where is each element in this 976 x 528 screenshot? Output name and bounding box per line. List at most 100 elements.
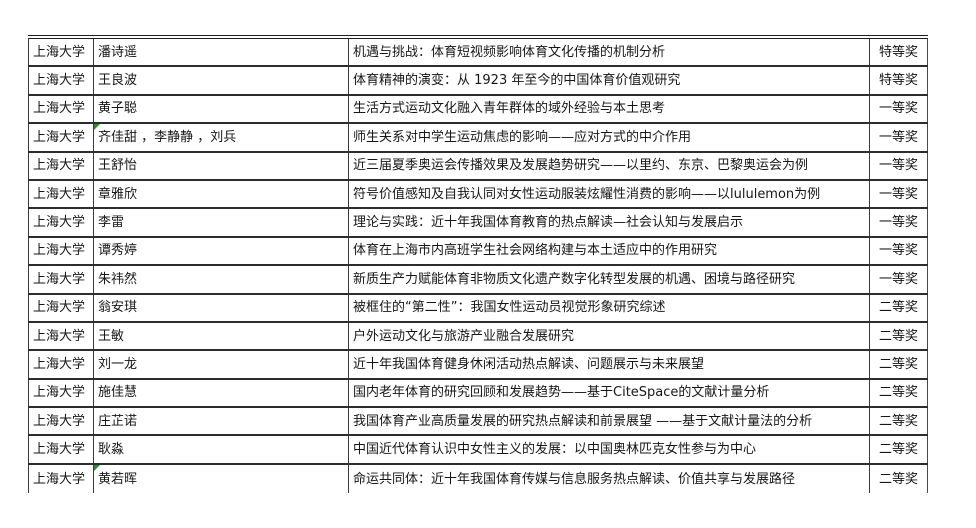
cell-paper-title-text: 生活方式运动文化融入青年群体的域外经验与本土思考 bbox=[353, 101, 666, 117]
cell-paper-title[interactable]: 近三届夏季奥运会传播效果及发展趋势研究——以里约、东京、巴黎奥运会为例 bbox=[348, 152, 869, 179]
cell-award-level[interactable]: 一等奖 bbox=[869, 180, 928, 208]
cell-award-level[interactable]: 二等奖 bbox=[869, 464, 928, 494]
cell-university[interactable]: 上海大学 bbox=[28, 237, 93, 265]
cell-award-level-text: 二等奖 bbox=[878, 385, 918, 401]
cell-authors[interactable]: 谭秀婷 bbox=[93, 237, 348, 265]
cell-authors[interactable]: 刘一龙 bbox=[93, 351, 348, 378]
cell-university-text: 上海大学 bbox=[33, 328, 86, 344]
cell-award-level[interactable]: 二等奖 bbox=[869, 408, 928, 435]
cell-authors[interactable]: 庄芷诺 bbox=[93, 408, 348, 435]
cell-paper-title[interactable]: 国内老年体育的研究回顾和发展趋势——基于CiteSpace的文献计量分析 bbox=[348, 379, 869, 407]
cell-paper-title[interactable]: 近十年我国体育健身休闲活动热点解读、问题展示与未来展望 bbox=[348, 351, 869, 378]
cell-paper-title-text: 师生关系对中学生运动焦虑的影响——应对方式的中介作用 bbox=[353, 129, 692, 145]
cell-university-text: 上海大学 bbox=[33, 385, 86, 401]
cell-award-level[interactable]: 一等奖 bbox=[869, 209, 928, 236]
cell-university-text: 上海大学 bbox=[33, 471, 86, 487]
cell-paper-title[interactable]: 中国近代体育认识中女性主义的发展：以中国奥林匹克女性参与为中心 bbox=[348, 436, 869, 463]
cell-authors[interactable]: 齐佳甜 ，李静静 ，刘兵 bbox=[93, 124, 348, 151]
cell-authors-text: 章雅欣 bbox=[98, 186, 138, 202]
cell-university-text: 上海大学 bbox=[33, 73, 86, 89]
cell-authors[interactable]: 王敏 bbox=[93, 322, 348, 350]
table-row: 上海大学 黄若晖 命运共同体：近十年我国体育传媒与信息服务热点解读、价值共享与发展路… bbox=[28, 464, 928, 494]
cell-paper-title-text: 国内老年体育的研究回顾和发展趋势——基于CiteSpace的文献计量分析 bbox=[353, 385, 770, 401]
cell-paper-title[interactable]: 理论与实践：近十年我国体育教育的热点解读—社会认知与发展启示 bbox=[348, 209, 869, 236]
cell-award-level[interactable]: 一等奖 bbox=[869, 124, 928, 151]
cell-paper-title[interactable]: 师生关系对中学生运动焦虑的影响——应对方式的中介作用 bbox=[348, 124, 869, 151]
cell-authors-text: 黄若晖 bbox=[98, 471, 138, 487]
cell-paper-title[interactable]: 新质生产力赋能体育非物质文化遗产数字化转型发展的机遇、困境与路径研究 bbox=[348, 266, 869, 293]
cell-university[interactable]: 上海大学 bbox=[28, 464, 93, 494]
cell-paper-title[interactable]: 户外运动文化与旅游产业融合发展研究 bbox=[348, 322, 869, 350]
cell-award-level[interactable]: 一等奖 bbox=[869, 266, 928, 293]
cell-paper-title-text: 我国体育产业高质量发展的研究热点解读和前景展望 ——基于文献计量法的分析 bbox=[353, 413, 813, 429]
cell-authors-text: 施佳慧 bbox=[98, 385, 138, 401]
cell-authors[interactable]: 黄若晖 bbox=[93, 464, 348, 494]
cell-university-text: 上海大学 bbox=[33, 101, 86, 117]
cell-paper-title-text: 命运共同体：近十年我国体育传媒与信息服务热点解读、价值共享与发展路径 bbox=[353, 471, 796, 487]
cell-university[interactable]: 上海大学 bbox=[28, 379, 93, 407]
cell-paper-title[interactable]: 符号价值感知及自我认同对女性运动服装炫耀性消费的影响——以lululemon为例 bbox=[348, 180, 869, 208]
cell-award-level[interactable]: 特等奖 bbox=[869, 39, 928, 66]
table-row: 上海大学 朱祎然 新质生产力赋能体育非物质文化遗产数字化转型发展的机遇、困境与路径研… bbox=[28, 266, 928, 295]
cell-award-level-text: 二等奖 bbox=[878, 413, 918, 429]
cell-award-level[interactable]: 二等奖 bbox=[869, 294, 928, 321]
cell-university[interactable]: 上海大学 bbox=[28, 67, 93, 94]
cell-university[interactable]: 上海大学 bbox=[28, 322, 93, 350]
cell-award-level[interactable]: 二等奖 bbox=[869, 322, 928, 350]
cell-authors-text: 耿淼 bbox=[98, 442, 125, 458]
cell-award-level[interactable]: 一等奖 bbox=[869, 237, 928, 265]
cell-university[interactable]: 上海大学 bbox=[28, 436, 93, 463]
cell-award-level-text: 二等奖 bbox=[878, 442, 918, 458]
cell-paper-title-text: 中国近代体育认识中女性主义的发展：以中国奥林匹克女性参与为中心 bbox=[353, 442, 757, 458]
cell-award-level[interactable]: 一等奖 bbox=[869, 95, 928, 123]
cell-authors[interactable]: 黄子聪 bbox=[93, 95, 348, 123]
cell-paper-title-text: 近十年我国体育健身休闲活动热点解读、问题展示与未来展望 bbox=[353, 356, 705, 372]
cell-university[interactable]: 上海大学 bbox=[28, 152, 93, 179]
cell-authors[interactable]: 施佳慧 bbox=[93, 379, 348, 407]
table-row: 上海大学 齐佳甜 ，李静静 ，刘兵 师生关系对中学生运动焦虑的影响——应对方式的中介… bbox=[28, 124, 928, 153]
cell-authors-text: 庄芷诺 bbox=[98, 413, 138, 429]
cell-university-text: 上海大学 bbox=[33, 44, 86, 60]
cell-paper-title-text: 户外运动文化与旅游产业融合发展研究 bbox=[353, 328, 575, 344]
cell-university[interactable]: 上海大学 bbox=[28, 266, 93, 293]
cell-paper-title[interactable]: 体育精神的演变：从 1923 年至今的中国体育价值观研究 bbox=[348, 67, 869, 94]
cell-paper-title[interactable]: 命运共同体：近十年我国体育传媒与信息服务热点解读、价值共享与发展路径 bbox=[348, 464, 869, 494]
cell-university[interactable]: 上海大学 bbox=[28, 124, 93, 151]
table-row: 上海大学 黄子聪 生活方式运动文化融入青年群体的域外经验与本土思考 一等奖 bbox=[28, 95, 928, 125]
cell-university[interactable]: 上海大学 bbox=[28, 209, 93, 236]
cell-authors[interactable]: 朱祎然 bbox=[93, 266, 348, 293]
cell-authors-text: 朱祎然 bbox=[98, 271, 138, 287]
cell-university[interactable]: 上海大学 bbox=[28, 39, 93, 66]
cell-award-level-text: 一等奖 bbox=[878, 243, 918, 259]
cell-authors[interactable]: 章雅欣 bbox=[93, 180, 348, 208]
cell-paper-title-text: 机遇与挑战：体育短视频影响体育文化传播的机制分析 bbox=[353, 44, 666, 60]
cell-authors[interactable]: 耿淼 bbox=[93, 436, 348, 463]
cell-authors[interactable]: 王舒怡 bbox=[93, 152, 348, 179]
cell-authors[interactable]: 李雷 bbox=[93, 209, 348, 236]
cell-university[interactable]: 上海大学 bbox=[28, 351, 93, 378]
cell-paper-title[interactable]: 体育在上海市内高班学生社会网络构建与本土适应中的作用研究 bbox=[348, 237, 869, 265]
cell-award-level[interactable]: 二等奖 bbox=[869, 351, 928, 378]
cell-authors[interactable]: 翁安琪 bbox=[93, 294, 348, 321]
table-row: 上海大学 王敏 户外运动文化与旅游产业融合发展研究 二等奖 bbox=[28, 322, 928, 352]
cell-paper-title-text: 近三届夏季奥运会传播效果及发展趋势研究——以里约、东京、巴黎奥运会为例 bbox=[353, 158, 809, 174]
cell-university[interactable]: 上海大学 bbox=[28, 95, 93, 123]
cell-award-level[interactable]: 特等奖 bbox=[869, 67, 928, 94]
cell-paper-title[interactable]: 被框住的“第二性”：我国女性运动员视觉形象研究综述 bbox=[348, 294, 869, 321]
cell-university-text: 上海大学 bbox=[33, 356, 86, 372]
cell-paper-title[interactable]: 我国体育产业高质量发展的研究热点解读和前景展望 ——基于文献计量法的分析 bbox=[348, 408, 869, 435]
cell-authors[interactable]: 潘诗遥 bbox=[93, 39, 348, 66]
cell-award-level[interactable]: 二等奖 bbox=[869, 379, 928, 407]
cell-authors-text: 王敏 bbox=[98, 328, 125, 344]
cell-university[interactable]: 上海大学 bbox=[28, 408, 93, 435]
cell-university[interactable]: 上海大学 bbox=[28, 294, 93, 321]
cell-award-level[interactable]: 二等奖 bbox=[869, 436, 928, 463]
cell-paper-title-text: 理论与实践：近十年我国体育教育的热点解读—社会认知与发展启示 bbox=[353, 215, 744, 231]
cell-award-level[interactable]: 一等奖 bbox=[869, 152, 928, 179]
cell-paper-title[interactable]: 生活方式运动文化融入青年群体的域外经验与本土思考 bbox=[348, 95, 869, 123]
cell-university[interactable]: 上海大学 bbox=[28, 180, 93, 208]
cell-authors-text: 潘诗遥 bbox=[98, 44, 138, 60]
cell-paper-title[interactable]: 机遇与挑战：体育短视频影响体育文化传播的机制分析 bbox=[348, 39, 869, 66]
cell-authors[interactable]: 王良波 bbox=[93, 67, 348, 94]
cell-university-text: 上海大学 bbox=[33, 215, 86, 231]
